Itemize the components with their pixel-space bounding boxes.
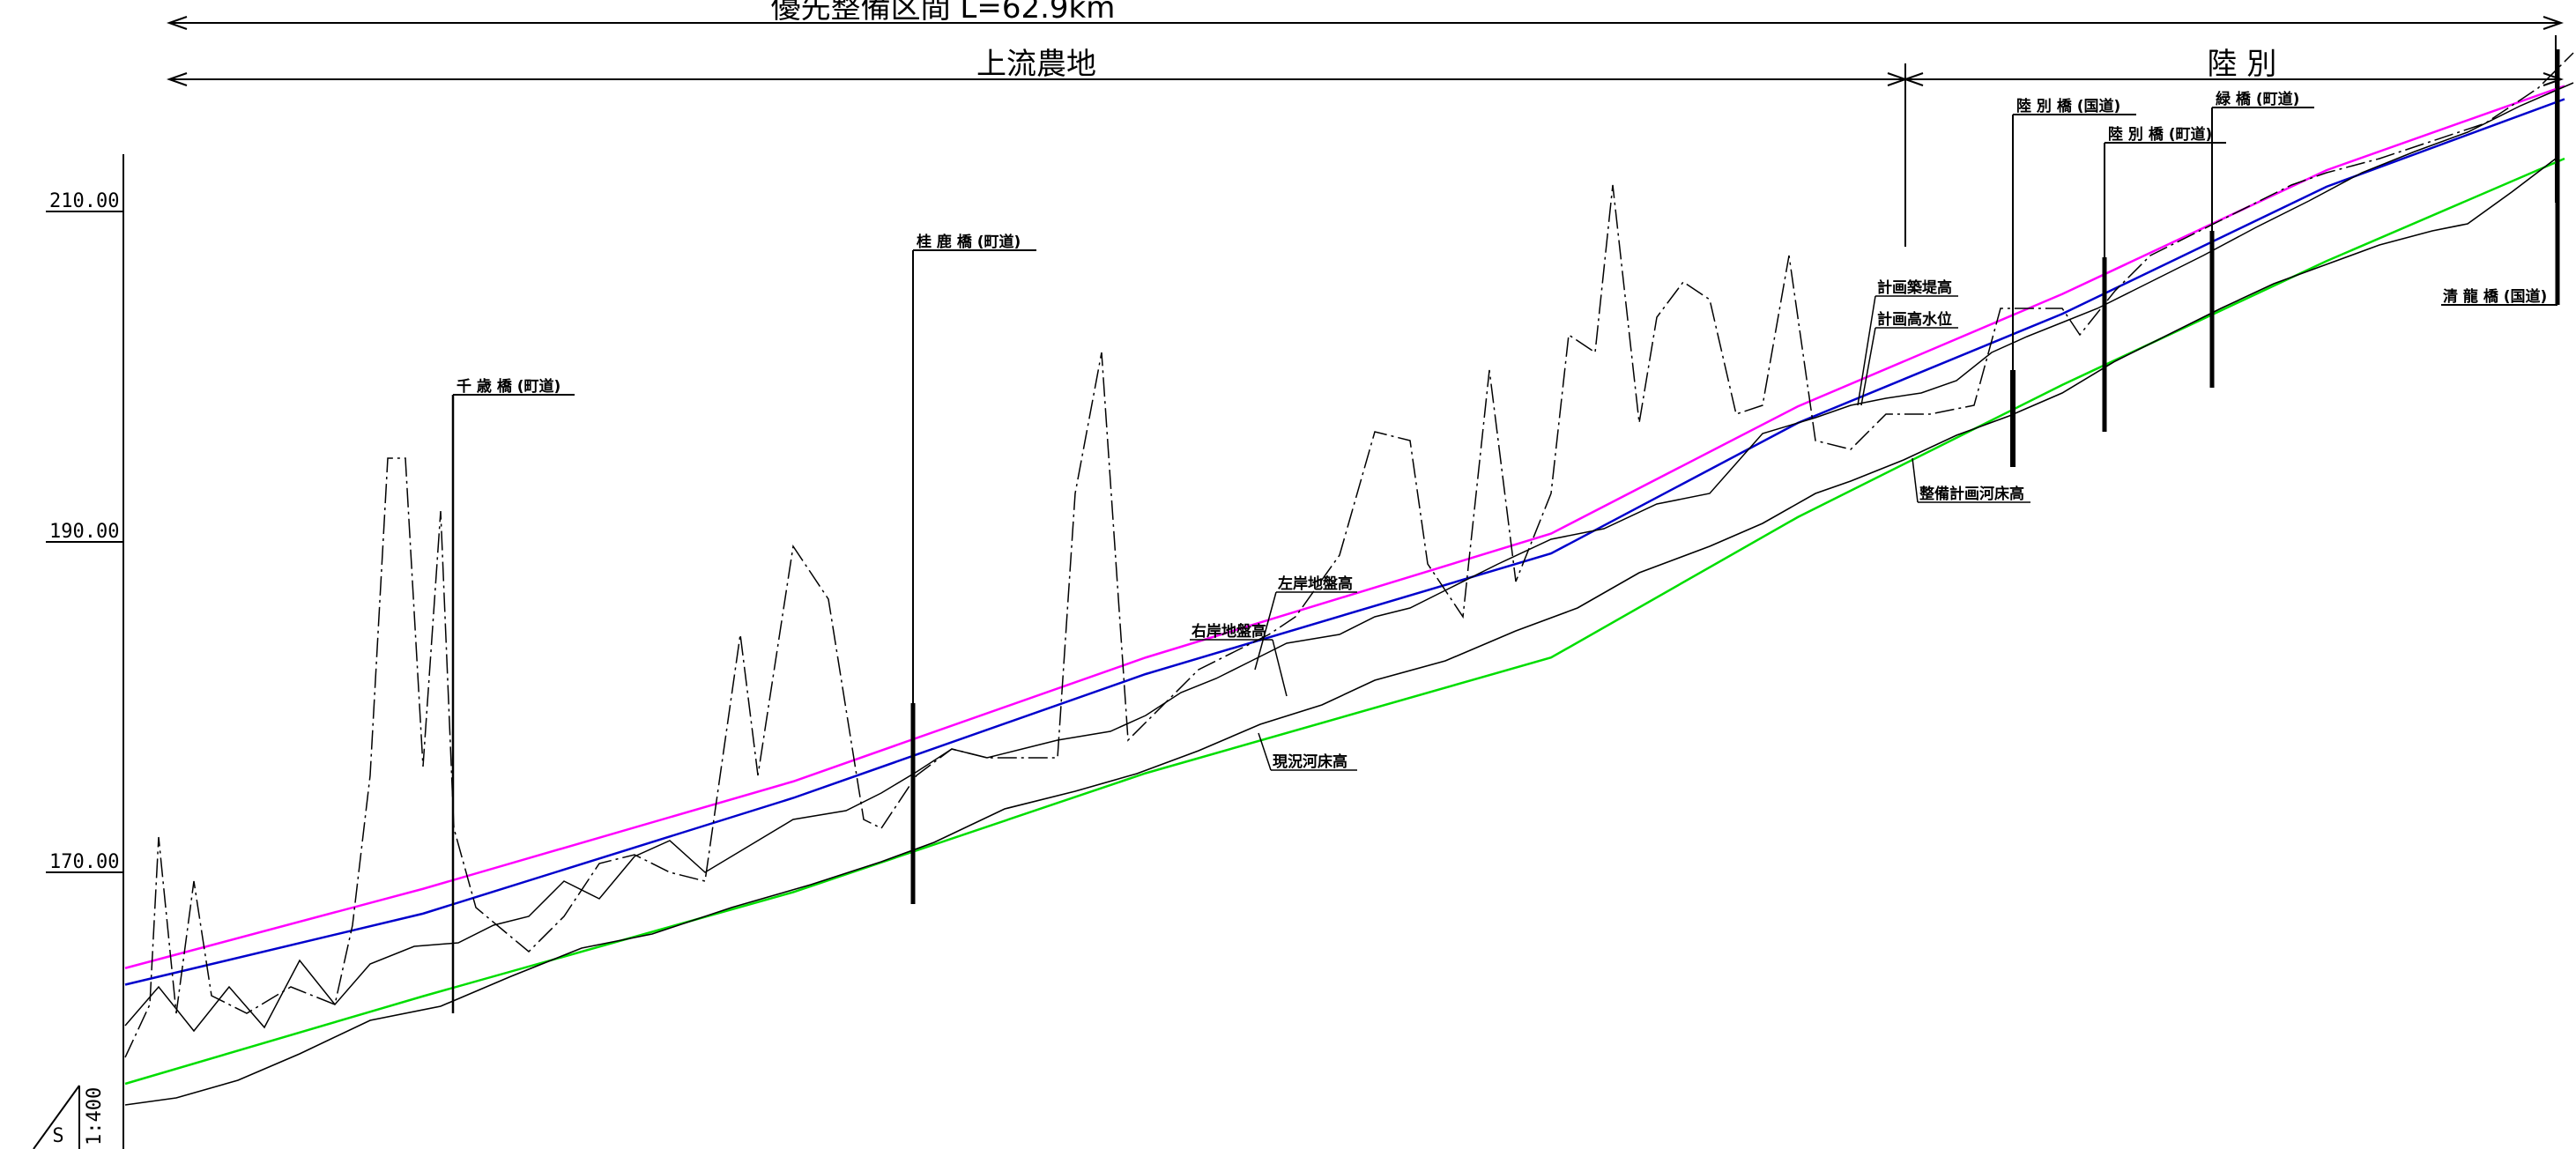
zone-label-upstream: 上流農地 — [976, 47, 1096, 82]
bridge-label-midori: 緑 橋 (町道) — [2216, 90, 2299, 108]
scale-ratio-label: 1:400 — [84, 1087, 106, 1145]
bridge-label-kiyoryu: 清 龍 橋 (国道) — [2443, 287, 2547, 306]
left-bank-ground-line — [124, 52, 2574, 1058]
high-water-level-line — [124, 98, 2565, 986]
annotation-left-ground: 左岸地盤高 — [1278, 574, 1353, 593]
annotation-levee: 計画築堤高 — [1877, 278, 1952, 297]
scale-marker — [33, 1085, 80, 1149]
annotation-leaders — [1190, 295, 2030, 771]
y-tick-label-0: 210.00 — [49, 190, 119, 212]
annotation-current-bed: 現況河床高 — [1273, 752, 1347, 771]
y-tick-label-2: 170.00 — [49, 851, 119, 873]
levee-height-line — [124, 85, 2565, 969]
y-tick-label-1: 190.00 — [49, 521, 119, 543]
planned-riverbed-line — [124, 157, 2565, 1086]
bridge-markers — [451, 49, 2560, 1013]
y-axis-ticks: 210.00 190.00 170.00 — [46, 190, 123, 873]
annotation-hwl: 計画高水位 — [1877, 310, 1952, 329]
bridge-label-chitose: 千 歳 橋 (町道) — [457, 377, 560, 396]
right-bank-ground-line — [124, 82, 2574, 1033]
bridge-label-rikubetsu-chodo: 陸 別 橋 (町道) — [2108, 125, 2212, 144]
current-riverbed-line — [124, 158, 2557, 1106]
priority-span-label: 優先整備区間 L=62.9km — [771, 0, 1116, 26]
zone-label-rikubetsu: 陸 別 — [2208, 47, 2277, 82]
annotation-plan-bed: 整備計画河床高 — [1919, 485, 2024, 503]
scale-s-label: S — [52, 1125, 63, 1147]
annotation-right-ground: 右岸地盤高 — [1191, 622, 1266, 641]
bridge-label-katsura: 桂 鹿 橋 (町道) — [916, 233, 1021, 251]
bridge-label-rikubetsu-kokudo: 陸 別 橋 (国道) — [2016, 97, 2120, 115]
